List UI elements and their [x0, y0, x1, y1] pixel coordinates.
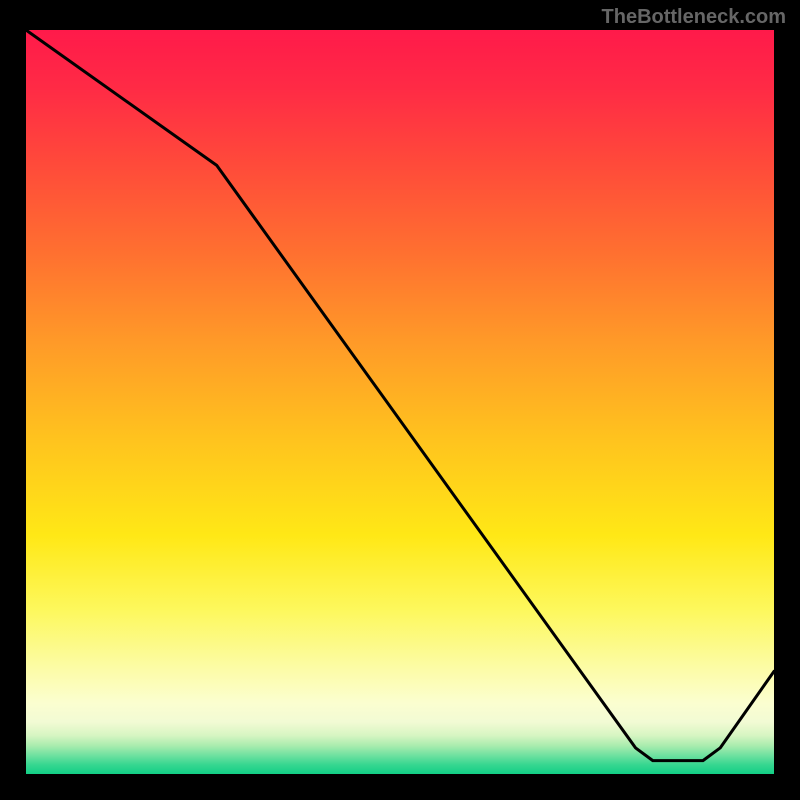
watermark-text: TheBottleneck.com — [602, 6, 786, 29]
chart-container: TheBottleneck.com — [0, 0, 800, 800]
plot-area — [26, 30, 774, 774]
chart-line — [26, 30, 774, 774]
